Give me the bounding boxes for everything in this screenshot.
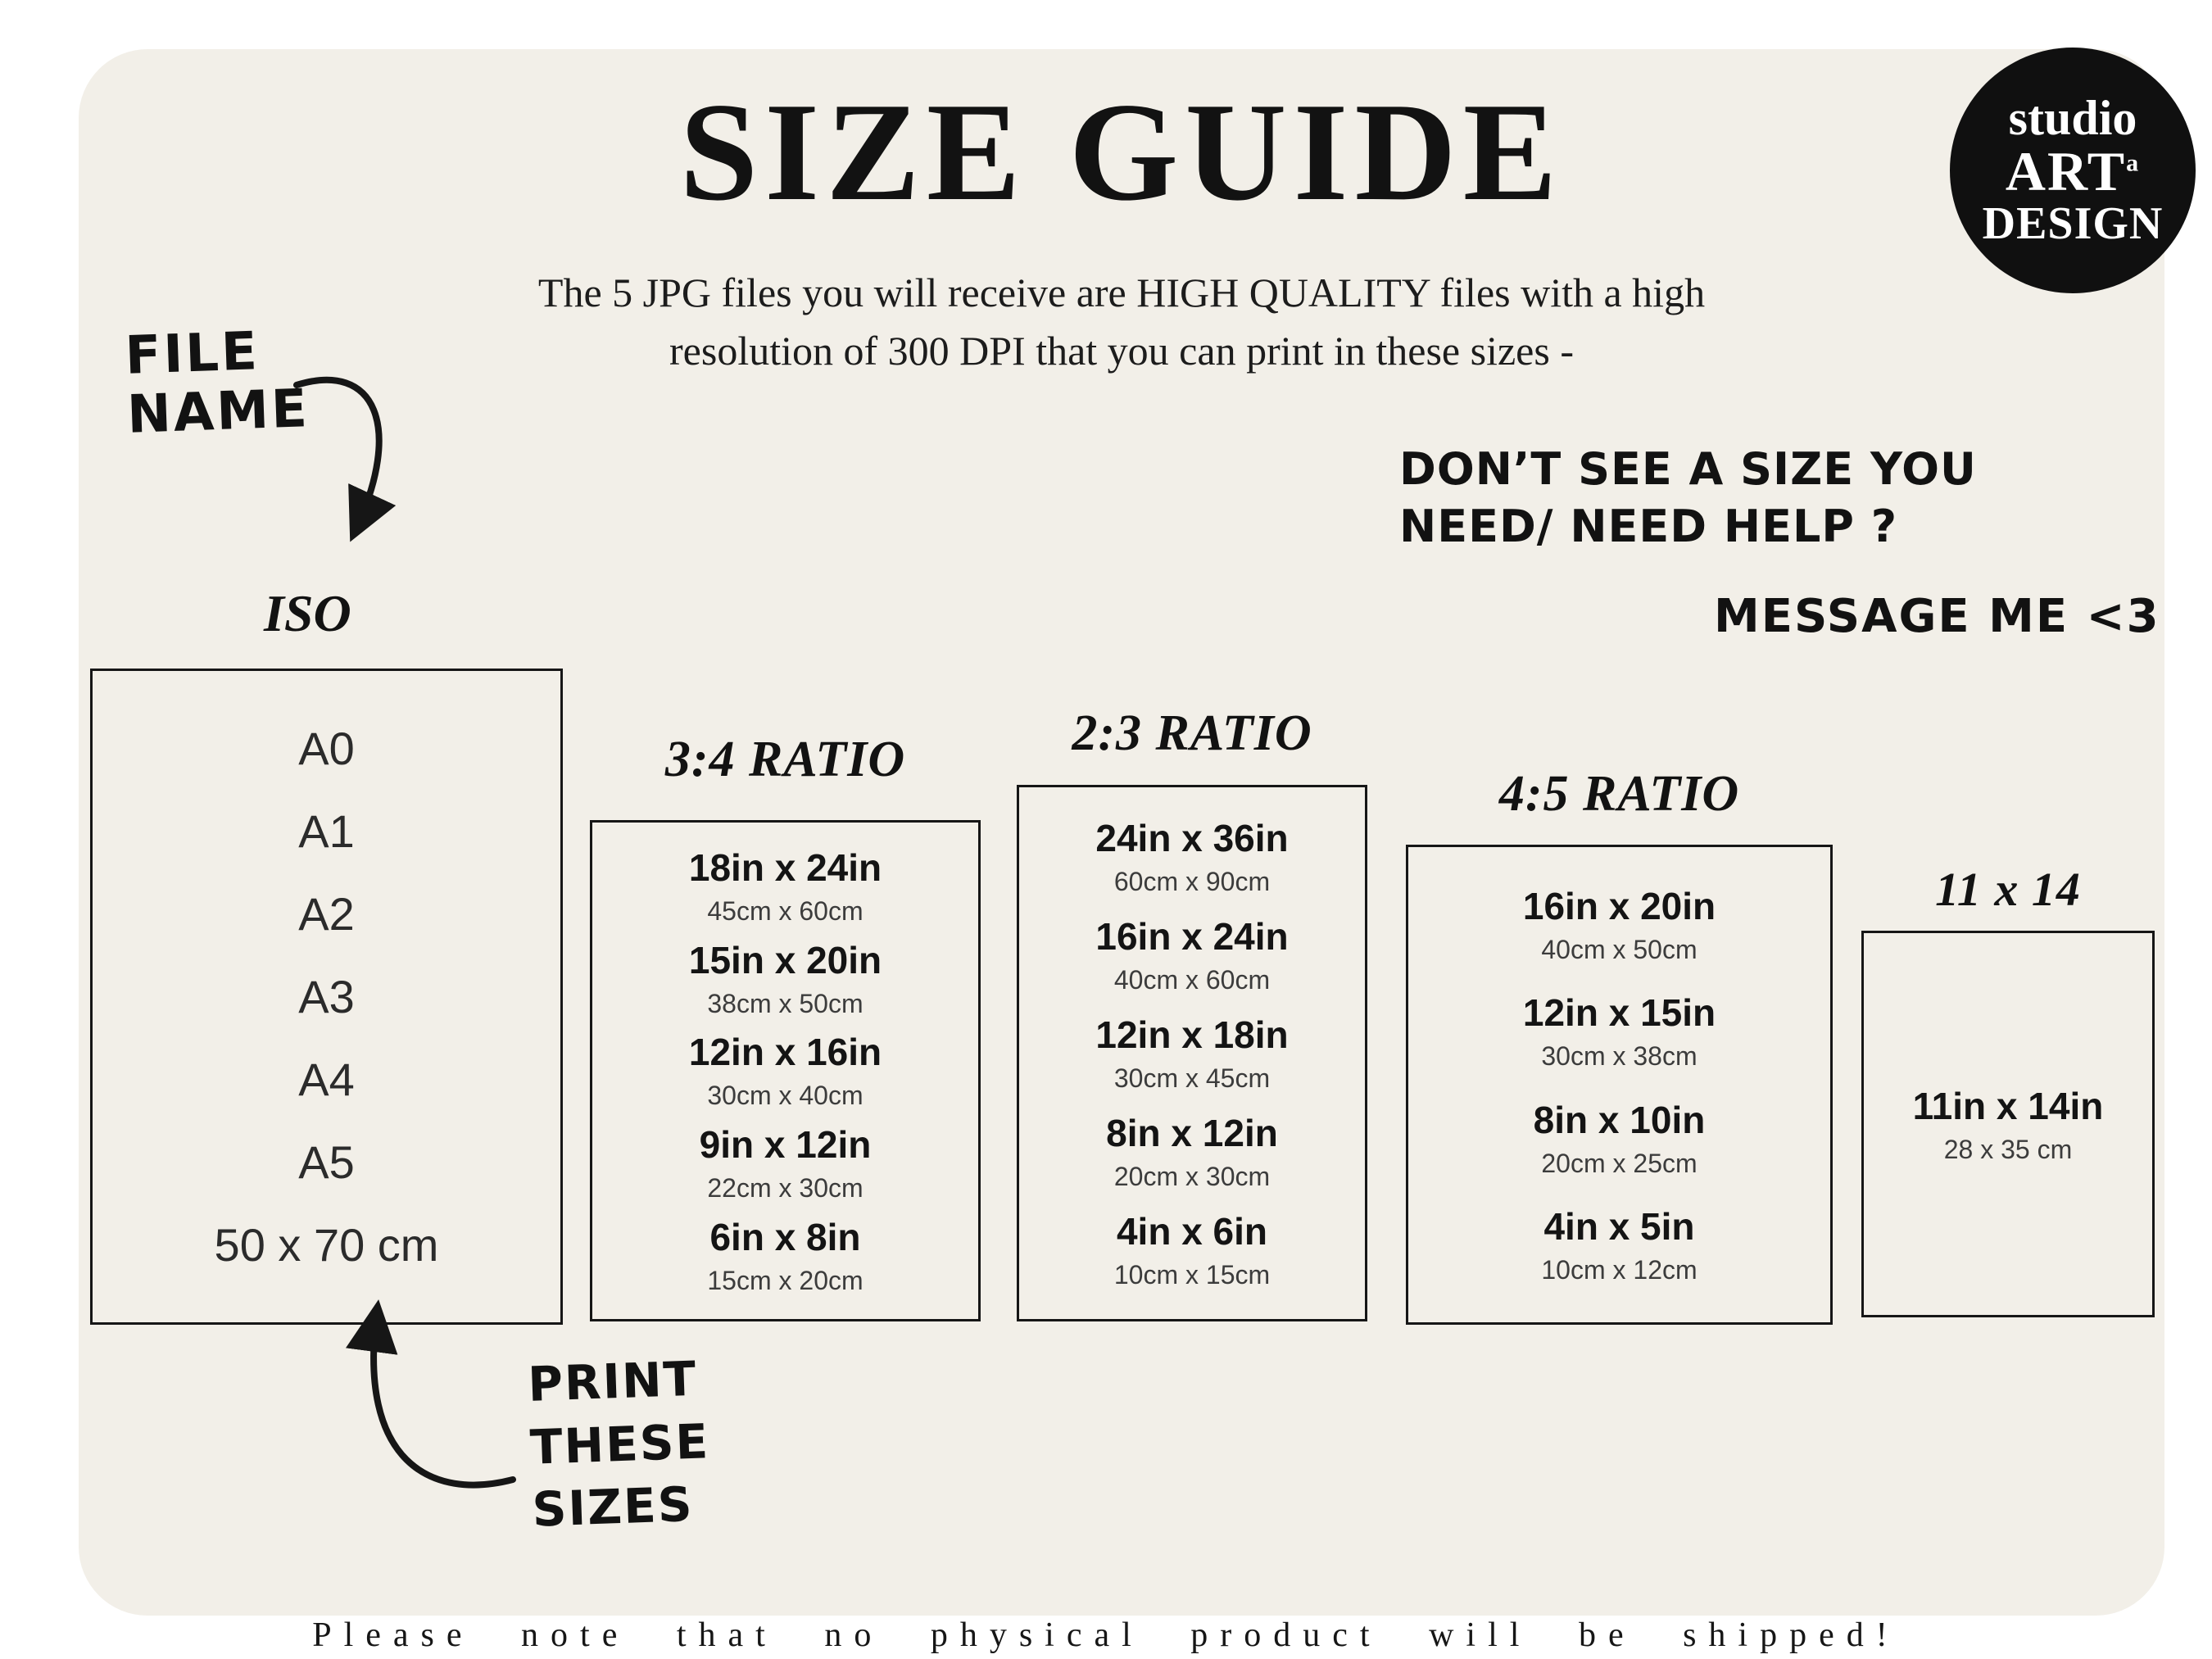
iso-size-a3: A3: [298, 971, 355, 1022]
size-entry: 8in x 12in 20cm x 30cm: [1106, 1111, 1278, 1192]
iso-size-box: A0 A1 A2 A3 A4 A5 50 x 70 cm: [90, 669, 563, 1325]
size-inches: 4in x 5in: [1543, 1204, 1695, 1248]
ratio-title-3-4: 3:4 RATIO: [664, 732, 906, 787]
subtitle: The 5 JPG files you will receive are HIG…: [79, 264, 2164, 380]
size-entry: 12in x 16in 30cm x 40cm: [689, 1030, 882, 1111]
size-cm: 10cm x 12cm: [1541, 1254, 1698, 1285]
subtitle-line1: The 5 JPG files you will receive are HIG…: [537, 270, 1706, 315]
ratio-title-4-5: 4:5 RATIO: [1498, 766, 1740, 822]
size-cm: 60cm x 90cm: [1113, 867, 1271, 896]
size-entry: 24in x 36in 60cm x 90cm: [1095, 816, 1288, 897]
ratio-box-2-3: 24in x 36in 60cm x 90cm 16in x 24in 40cm…: [1017, 785, 1367, 1321]
size-inches: 16in x 20in: [1522, 885, 1716, 928]
size-inches: 4in x 6in: [1116, 1210, 1268, 1253]
ratio-title-2-3: 2:3 RATIO: [1072, 705, 1312, 761]
size-inches: 8in x 12in: [1106, 1112, 1278, 1154]
ratio-box-3-4: 18in x 24in 45cm x 60cm 15in x 20in 38cm…: [590, 820, 981, 1321]
size-cm: 20cm x 25cm: [1541, 1148, 1698, 1178]
iso-size-a5: A5: [298, 1136, 355, 1188]
size-cm: 10cm x 15cm: [1113, 1260, 1271, 1290]
size-cm: 22cm x 30cm: [707, 1173, 863, 1203]
size-cm: 40cm x 50cm: [1541, 935, 1698, 965]
size-inches: 12in x 18in: [1095, 1013, 1289, 1056]
print-these-sizes-annotation: PRINT THESE SIZES: [527, 1347, 713, 1541]
size-cm: 40cm x 60cm: [1113, 965, 1271, 995]
size-cm: 45cm x 60cm: [707, 895, 863, 926]
iso-size-a1: A1: [298, 805, 355, 857]
ratio-box-4-5: 16in x 20in 40cm x 50cm 12in x 15in 30cm…: [1406, 845, 1833, 1325]
logo-word-design: DESIGN: [1982, 197, 2164, 249]
size-cm: 30cm x 38cm: [1541, 1041, 1698, 1072]
size-entry: 15in x 20in 38cm x 50cm: [689, 938, 882, 1019]
size-entry: 11in x 14in 28 x 35 cm: [1913, 1084, 2104, 1165]
help-line1: DON’T SEE A SIZE YOU: [1399, 443, 1977, 495]
file-name-annotation: FILE NAME: [124, 321, 310, 446]
iso-size-a4: A4: [298, 1054, 355, 1105]
help-annotation: DON’T SEE A SIZE YOU NEED/ NEED HELP ?: [1399, 441, 1977, 555]
subtitle-line2: resolution of 300 DPI that you can print…: [669, 328, 1574, 374]
page-title: SIZE GUIDE: [679, 75, 1564, 230]
size-inches: 12in x 15in: [1522, 991, 1716, 1035]
iso-label: ISO: [264, 584, 351, 642]
size-entry: 9in x 12in 22cm x 30cm: [700, 1122, 872, 1203]
iso-size-a0: A0: [298, 723, 355, 774]
size-cm: 38cm x 50cm: [707, 988, 863, 1018]
size-guide-card: SIZE GUIDE The 5 JPG files you will rece…: [79, 48, 2196, 1616]
help-line2: NEED/ NEED HELP ?: [1399, 501, 1898, 553]
file-name-arrow: [293, 376, 397, 542]
size-cm: 30cm x 45cm: [1113, 1063, 1271, 1093]
studio-art-design-logo: studio ARTa DESIGN: [1950, 48, 2196, 293]
file-name-line1: FILE: [124, 321, 261, 387]
logo-superscript-a: a: [2126, 149, 2141, 177]
size-inches: 8in x 10in: [1533, 1098, 1706, 1141]
print-these-sizes-arrow: [346, 1299, 516, 1489]
size-inches: 6in x 8in: [709, 1216, 861, 1259]
ratio-box-11x14: 11in x 14in 28 x 35 cm: [1861, 931, 2155, 1317]
size-entry: 12in x 15in 30cm x 38cm: [1523, 990, 1716, 1072]
size-cm: 28 x 35 cm: [1943, 1134, 2073, 1164]
logo-art-text: ART: [2005, 140, 2127, 203]
size-entry: 4in x 5in 10cm x 12cm: [1541, 1204, 1697, 1285]
size-inches: 16in x 24in: [1095, 915, 1289, 958]
size-inches: 11in x 14in: [1912, 1084, 2104, 1127]
print-line3: SIZES: [531, 1476, 695, 1538]
size-entry: 6in x 8in 15cm x 20cm: [707, 1215, 863, 1296]
size-entry: 16in x 20in 40cm x 50cm: [1523, 884, 1716, 965]
size-entry: 8in x 10in 20cm x 25cm: [1534, 1098, 1706, 1179]
size-entry: 16in x 24in 40cm x 60cm: [1095, 914, 1288, 995]
message-me-annotation: MESSAGE ME <3: [1714, 590, 2160, 643]
print-line2: THESE: [528, 1412, 711, 1475]
size-inches: 9in x 12in: [699, 1123, 872, 1167]
size-entry: 18in x 24in 45cm x 60cm: [689, 845, 882, 927]
iso-size-a2: A2: [298, 888, 355, 940]
iso-size-50x70: 50 x 70 cm: [214, 1219, 439, 1271]
size-inches: 15in x 20in: [688, 938, 882, 981]
size-inches: 24in x 36in: [1095, 817, 1289, 859]
size-inches: 18in x 24in: [688, 845, 882, 889]
size-cm: 15cm x 20cm: [707, 1266, 863, 1296]
size-entry: 4in x 6in 10cm x 15cm: [1114, 1209, 1270, 1290]
size-inches: 12in x 16in: [688, 1031, 882, 1074]
logo-word-studio: studio: [2008, 91, 2137, 146]
footer-note: Please note that no physical product wil…: [312, 1616, 1900, 1654]
file-name-line2: NAME: [125, 378, 310, 446]
ratio-title-11x14: 11 x 14: [1935, 863, 2081, 916]
logo-word-art: ARTa: [2006, 143, 2140, 200]
size-entry: 12in x 18in 30cm x 45cm: [1095, 1013, 1288, 1094]
print-line1: PRINT: [527, 1350, 699, 1412]
size-cm: 30cm x 40cm: [707, 1081, 863, 1111]
size-cm: 20cm x 30cm: [1113, 1162, 1271, 1191]
